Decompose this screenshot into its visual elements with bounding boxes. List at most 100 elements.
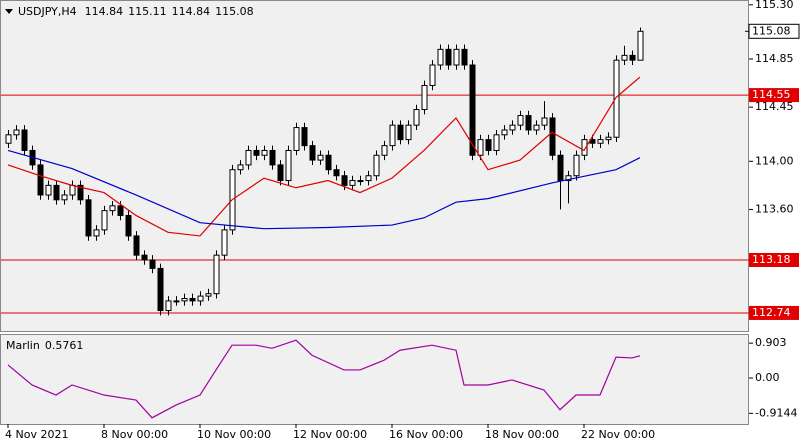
candle-body xyxy=(109,205,116,212)
candle-body xyxy=(165,300,172,312)
candle-body xyxy=(277,164,284,182)
candle-body xyxy=(77,184,84,201)
indicator-name: Marlin xyxy=(6,339,40,352)
x-tick-label: 4 Nov 2021 xyxy=(5,428,68,441)
candle-body xyxy=(53,184,60,201)
candle-body xyxy=(453,48,460,66)
candle-body xyxy=(125,214,132,237)
candle-body xyxy=(429,64,436,86)
x-tick-label: 8 Nov 00:00 xyxy=(101,428,168,441)
indicator-value: 0.5761 xyxy=(45,339,84,352)
candle-body xyxy=(157,267,164,312)
candle-body xyxy=(509,124,516,131)
candle-body xyxy=(173,300,180,303)
candle-body xyxy=(261,149,268,156)
candle-body xyxy=(117,205,124,216)
candle-body xyxy=(525,115,532,131)
candle-body xyxy=(45,184,52,196)
indicator-panel xyxy=(0,334,749,425)
candle-body xyxy=(61,194,68,201)
candle-body xyxy=(629,54,636,61)
candle-body xyxy=(69,184,76,196)
candle-body xyxy=(413,109,420,126)
candle-body xyxy=(501,129,508,136)
candle-body xyxy=(141,254,148,261)
candle-body xyxy=(557,154,564,182)
level-label: 114.55 xyxy=(752,88,791,101)
candle-body xyxy=(533,124,540,131)
candle-body xyxy=(13,129,20,136)
candle-body xyxy=(301,127,308,147)
candle-body xyxy=(285,149,292,182)
ohlc-low: 114.84 xyxy=(172,5,211,18)
moving-average xyxy=(7,76,641,237)
candle-body xyxy=(621,54,628,61)
ohlc-close: 115.08 xyxy=(215,5,254,18)
candle-body xyxy=(613,59,620,138)
candle-body xyxy=(189,298,196,302)
candle-body xyxy=(517,115,524,126)
candle-body xyxy=(421,84,428,111)
candle-body xyxy=(469,64,476,156)
candle-body xyxy=(317,154,324,161)
candle-body xyxy=(205,293,212,297)
candle-body xyxy=(213,254,220,295)
ohlc-open: 114.84 xyxy=(85,5,124,18)
candle-body xyxy=(253,149,260,156)
candle-body xyxy=(461,48,468,66)
level-label: 113.18 xyxy=(752,253,791,266)
candle-body xyxy=(565,175,572,182)
indicator-line xyxy=(7,339,641,419)
chart-title: USDJPY,H4 114.84 115.11 114.84 115.08 xyxy=(18,5,254,18)
candle-body xyxy=(437,48,444,66)
indicator-tick-label: 0.903 xyxy=(755,336,787,349)
y-tick-label: 114.00 xyxy=(755,154,794,167)
symbol: USDJPY,H4 xyxy=(18,5,77,18)
candle-body xyxy=(293,127,300,151)
indicator-title: Marlin 0.5761 xyxy=(6,339,83,352)
y-tick-label: 113.60 xyxy=(755,202,794,215)
candle-body xyxy=(357,180,364,183)
candle-body xyxy=(325,154,332,171)
level-label-box xyxy=(749,305,799,320)
candle-body xyxy=(445,48,452,66)
x-tick-label: 16 Nov 00:00 xyxy=(389,428,463,441)
x-tick-label: 10 Nov 00:00 xyxy=(197,428,271,441)
candle-body xyxy=(245,149,252,166)
candle-body xyxy=(269,149,276,166)
candle-body xyxy=(37,164,44,196)
candle-body xyxy=(221,229,228,256)
candle-body xyxy=(605,136,612,141)
ohlc-high: 115.11 xyxy=(128,5,167,18)
candle-body xyxy=(349,180,356,186)
candle-body xyxy=(405,124,412,141)
candle-body xyxy=(237,164,244,171)
x-tick-label: 22 Nov 00:00 xyxy=(581,428,655,441)
level-label-box xyxy=(749,252,799,267)
y-tick-label: 115.30 xyxy=(755,0,794,11)
price-label-box xyxy=(748,23,800,39)
candle-body xyxy=(333,169,340,177)
candle-body xyxy=(5,134,12,144)
candle-body xyxy=(197,295,204,302)
x-tick-label: 12 Nov 00:00 xyxy=(293,428,367,441)
candle-body xyxy=(93,229,100,237)
indicator-tick-label: -0.9144 xyxy=(755,406,797,419)
indicator-tick-label: 0.00 xyxy=(755,371,780,384)
candle-body xyxy=(485,139,492,151)
price-label: 115.08 xyxy=(752,24,791,37)
candle-body xyxy=(85,199,92,237)
candle-body xyxy=(341,175,348,186)
candle-body xyxy=(493,134,500,151)
candle-body xyxy=(549,117,556,156)
level-label: 112.74 xyxy=(752,306,791,319)
y-tick-label: 114.45 xyxy=(755,100,794,113)
candle-body xyxy=(389,124,396,147)
candle-body xyxy=(637,30,644,61)
y-tick-label: 114.85 xyxy=(755,52,794,65)
level-label-box xyxy=(749,88,799,103)
menu-arrow xyxy=(5,9,13,14)
candle-body xyxy=(397,124,404,141)
candle-body xyxy=(133,235,140,256)
